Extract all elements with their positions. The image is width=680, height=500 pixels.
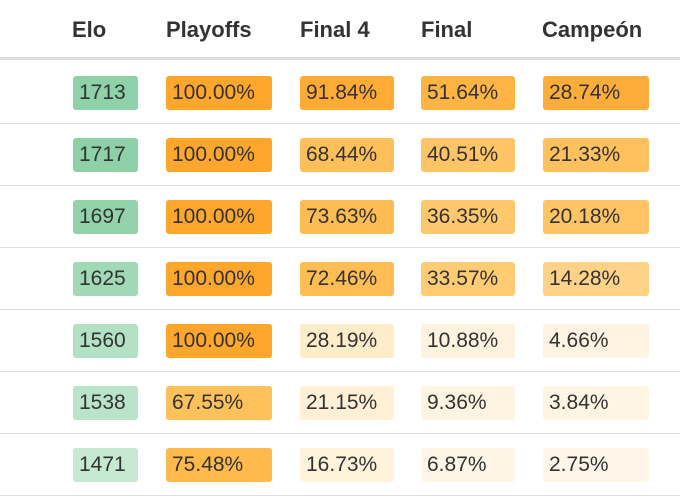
final4-value: 72.46% — [300, 262, 394, 296]
playoffs-value: 75.48% — [166, 448, 272, 482]
campeon-value: 3.84% — [543, 386, 649, 420]
table-row: 1713 100.00% 91.84% 51.64% 28.74% — [0, 62, 680, 124]
final4-value: 28.19% — [300, 324, 394, 358]
final-value: 51.64% — [421, 76, 515, 110]
final-value: 33.57% — [421, 262, 515, 296]
column-header-final[interactable]: Final — [421, 17, 473, 42]
table-row: 1471 75.48% 16.73% 6.87% 2.75% — [0, 434, 680, 496]
table-row: 1717 100.00% 68.44% 40.51% 21.33% — [0, 124, 680, 186]
column-header-playoffs[interactable]: Playoffs — [166, 17, 252, 42]
final4-value: 68.44% — [300, 138, 394, 172]
column-header-final4[interactable]: Final 4 — [300, 17, 370, 42]
table-row: 1560 100.00% 28.19% 10.88% 4.66% — [0, 310, 680, 372]
campeon-value: 28.74% — [543, 76, 649, 110]
elo-value: 1713 — [73, 76, 138, 110]
campeon-value: 4.66% — [543, 324, 649, 358]
final-value: 10.88% — [421, 324, 515, 358]
final-value: 9.36% — [421, 386, 515, 420]
playoffs-value: 100.00% — [166, 76, 272, 110]
table-row: 1697 100.00% 73.63% 36.35% 20.18% — [0, 186, 680, 248]
final-value: 6.87% — [421, 448, 515, 482]
table-row: 1538 67.55% 21.15% 9.36% 3.84% — [0, 372, 680, 434]
elo-value: 1560 — [73, 324, 138, 358]
campeon-value: 2.75% — [543, 448, 649, 482]
table-row: 1625 100.00% 72.46% 33.57% 14.28% — [0, 248, 680, 310]
elo-value: 1697 — [73, 200, 138, 234]
final-value: 40.51% — [421, 138, 515, 172]
table-header: Elo Playoffs Final 4 Final Campeón — [0, 0, 680, 60]
elo-value: 1538 — [73, 386, 138, 420]
column-header-campeon[interactable]: Campeón — [542, 17, 643, 42]
final4-value: 73.63% — [300, 200, 394, 234]
final4-value: 91.84% — [300, 76, 394, 110]
playoffs-value: 67.55% — [166, 386, 272, 420]
campeon-value: 14.28% — [543, 262, 649, 296]
final4-value: 21.15% — [300, 386, 394, 420]
final-value: 36.35% — [421, 200, 515, 234]
campeon-value: 20.18% — [543, 200, 649, 234]
elo-value: 1471 — [73, 448, 138, 482]
elo-value: 1717 — [73, 138, 138, 172]
campeon-value: 21.33% — [543, 138, 649, 172]
column-header-elo[interactable]: Elo — [72, 17, 107, 42]
playoffs-value: 100.00% — [166, 138, 272, 172]
elo-value: 1625 — [73, 262, 138, 296]
playoffs-value: 100.00% — [166, 324, 272, 358]
final4-value: 16.73% — [300, 448, 394, 482]
playoffs-value: 100.00% — [166, 262, 272, 296]
playoffs-value: 100.00% — [166, 200, 272, 234]
